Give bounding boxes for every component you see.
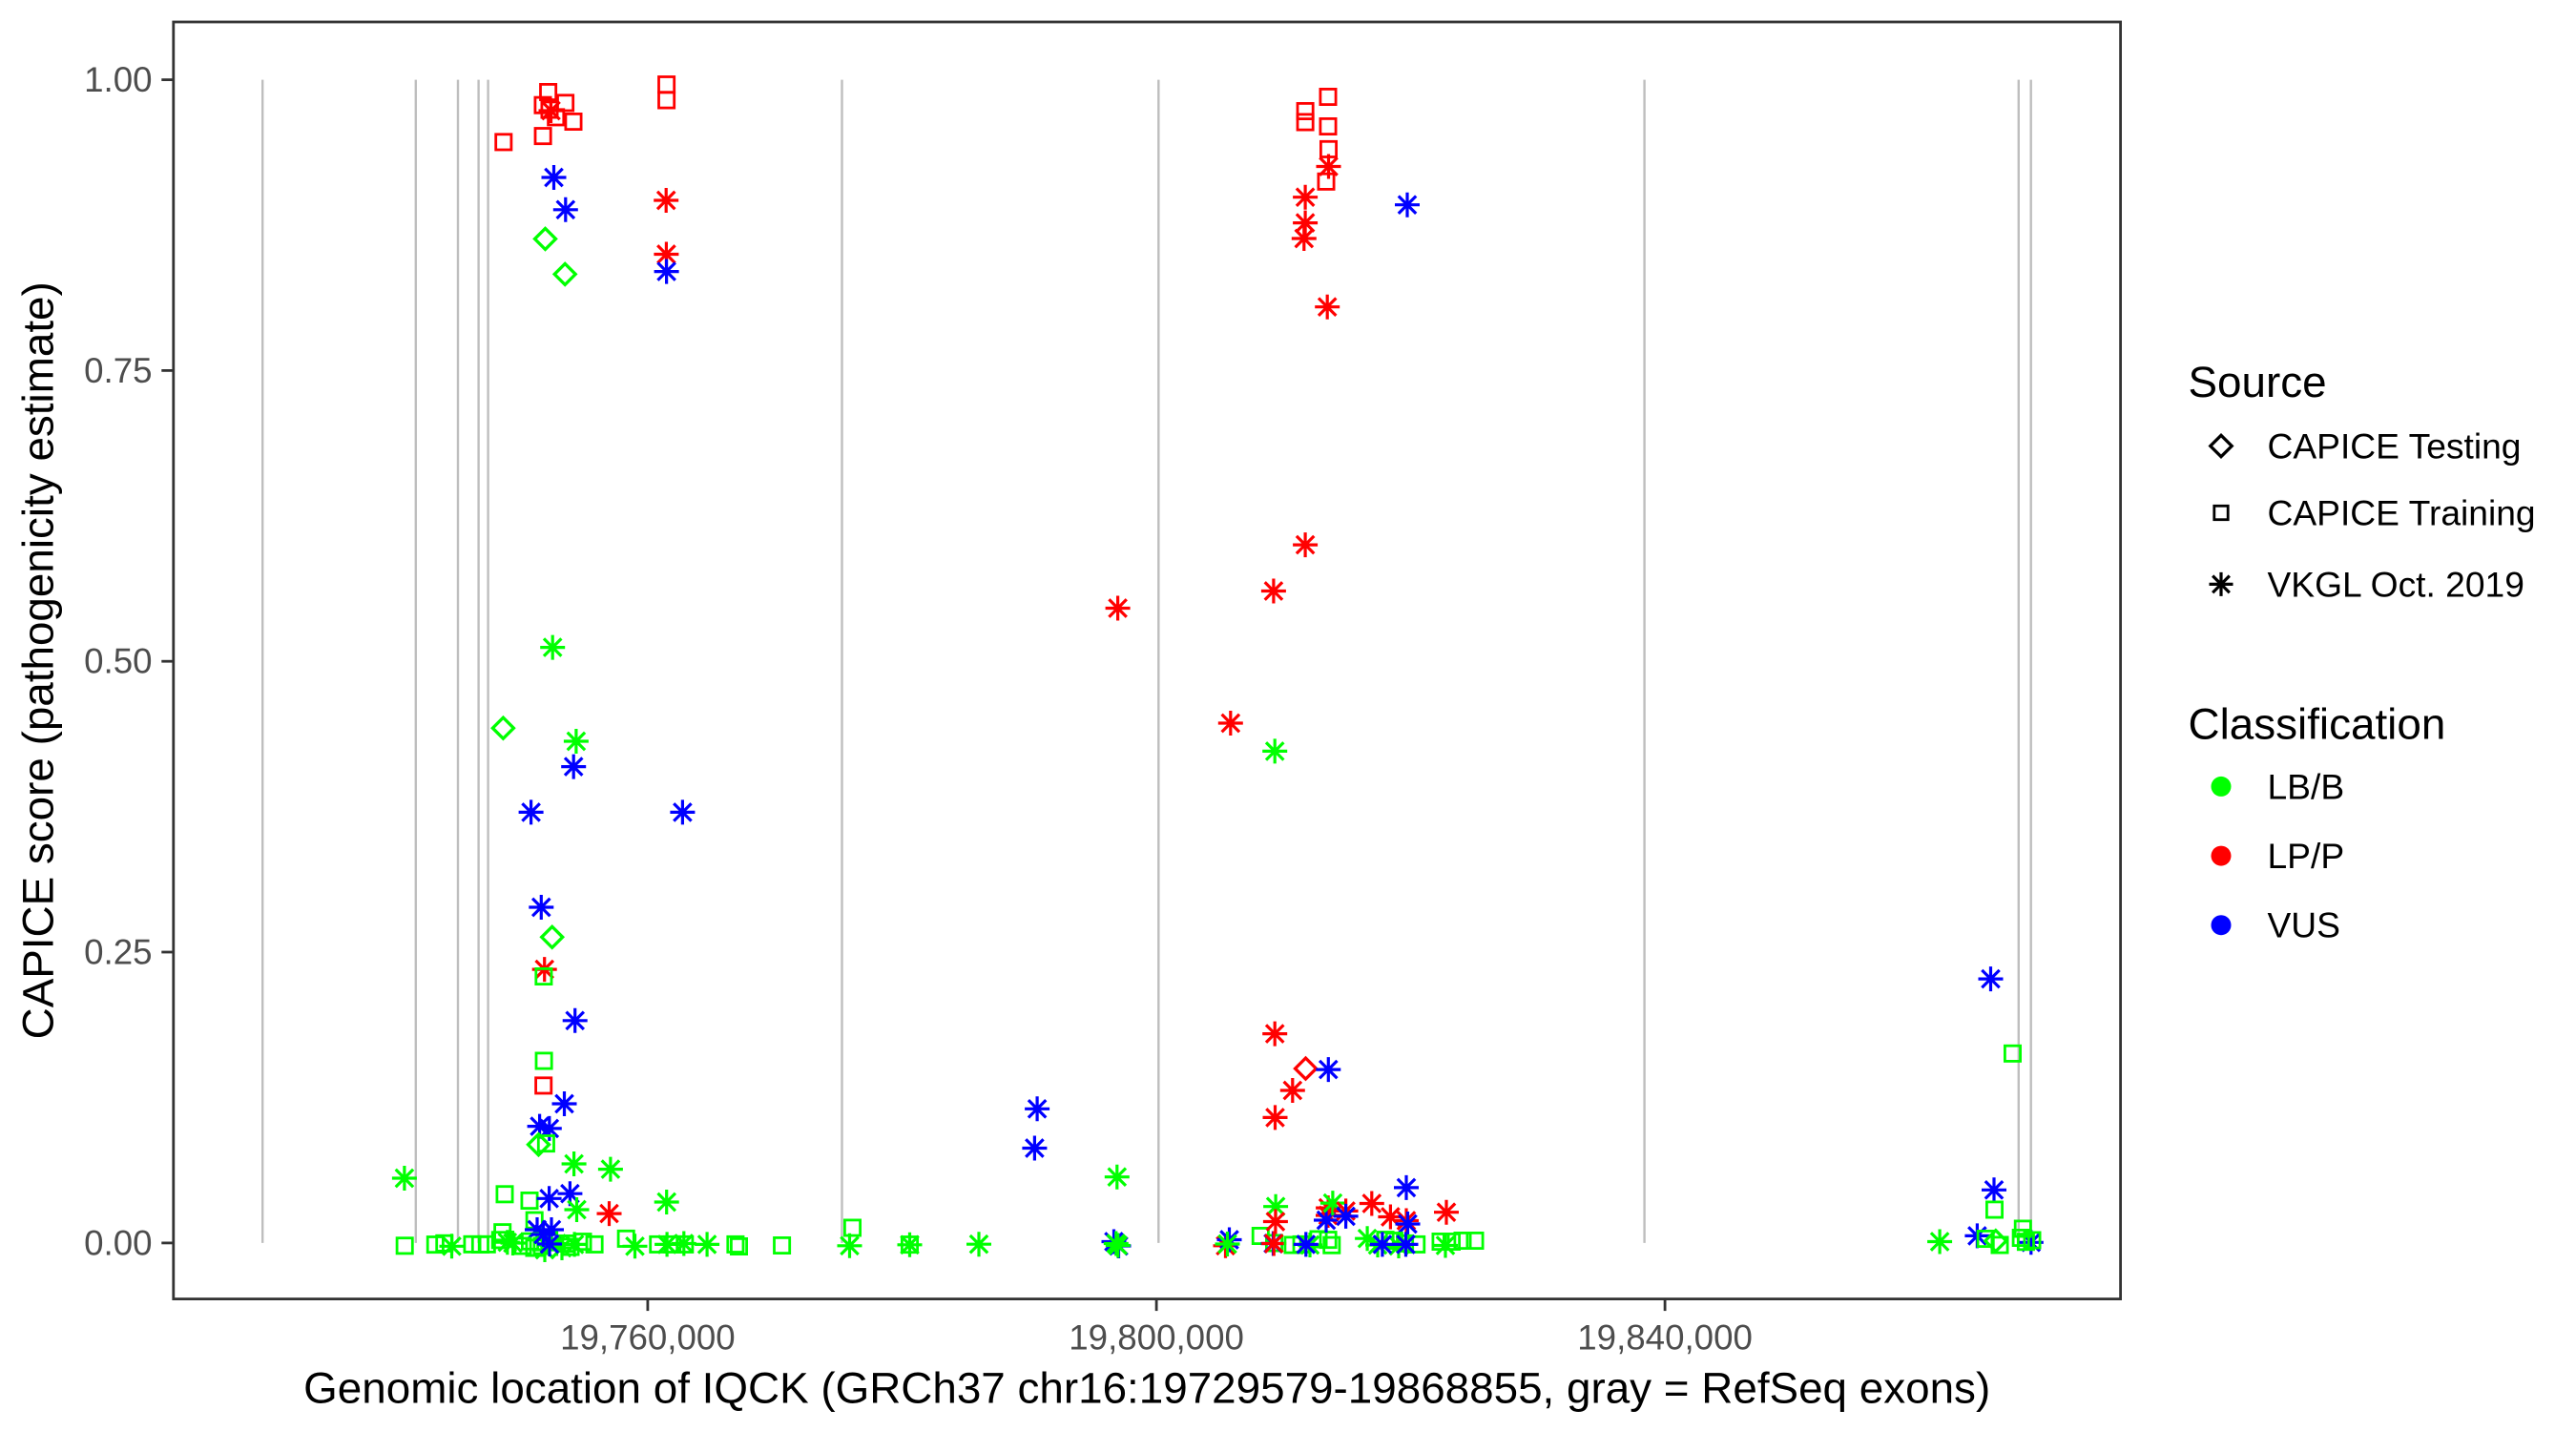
- svg-text:CAPICE Testing: CAPICE Testing: [2268, 425, 2522, 466]
- svg-text:19,800,000: 19,800,000: [1069, 1317, 1244, 1357]
- svg-text:Classification: Classification: [2189, 700, 2446, 749]
- svg-text:1.00: 1.00: [84, 60, 152, 99]
- svg-text:VKGL Oct. 2019: VKGL Oct. 2019: [2268, 564, 2524, 604]
- svg-text:0.25: 0.25: [84, 933, 152, 972]
- svg-text:Genomic location of IQCK (GRCh: Genomic location of IQCK (GRCh37 chr16:1…: [303, 1364, 1990, 1413]
- svg-text:0.75: 0.75: [84, 351, 152, 390]
- svg-text:LP/P: LP/P: [2268, 836, 2345, 876]
- svg-text:0.50: 0.50: [84, 642, 152, 681]
- svg-text:CAPICE score (pathogenicity es: CAPICE score (pathogenicity estimate): [14, 281, 63, 1039]
- svg-text:19,760,000: 19,760,000: [560, 1317, 736, 1357]
- svg-text:0.00: 0.00: [84, 1223, 152, 1262]
- svg-text:19,840,000: 19,840,000: [1577, 1317, 1753, 1357]
- svg-text:CAPICE Training: CAPICE Training: [2268, 492, 2536, 532]
- svg-text:VUS: VUS: [2268, 905, 2340, 945]
- svg-text:Source: Source: [2189, 358, 2327, 406]
- svg-text:LB/B: LB/B: [2268, 766, 2345, 806]
